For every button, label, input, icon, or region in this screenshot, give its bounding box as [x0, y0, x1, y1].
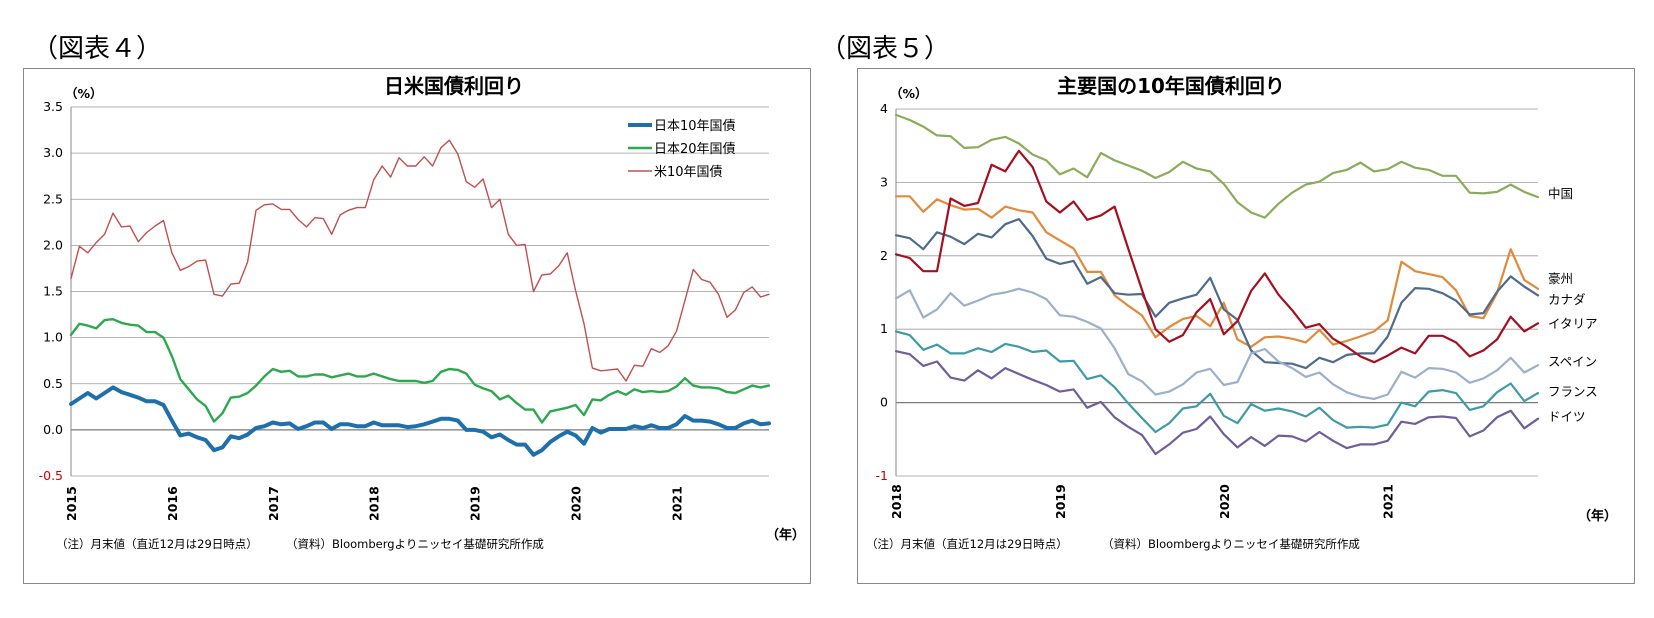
y-tick-label: 3.0	[43, 145, 63, 160]
chart-frame-major-countries: 4 3 2 1 0 -1 2018 2019 2020 2021 主要国の10年国債利回り （%） （年…	[857, 68, 1635, 584]
figure-5-label: （図表５）	[820, 34, 951, 64]
y-tick-label: 2.5	[43, 191, 63, 206]
series-line	[894, 195, 1540, 348]
x-tick-label: 2021	[669, 486, 684, 521]
series-end-label: 中国	[1548, 186, 1573, 201]
series-end-label: 豪州	[1548, 271, 1573, 286]
chart-frame-japan-us: 3.5 3.0 2.5 2.0 1.5 1.0 0.5 0.0 -0.5 2015 2016 2017…	[23, 68, 811, 584]
series-line	[69, 385, 771, 457]
legend-label: 米10年国債	[654, 165, 723, 180]
x-tick-label: 2016	[165, 486, 180, 521]
y-axis-unit: （%）	[65, 86, 103, 101]
y-tick-label: 2.0	[43, 237, 63, 252]
legend-label: 日本10年国債	[654, 119, 736, 134]
x-tick-label: 2017	[266, 486, 281, 521]
y-tick-label: 0.5	[43, 376, 63, 391]
legend-label: 日本20年国債	[654, 142, 736, 157]
chart-source: （資料）Bloombergよりニッセイ基礎研究所作成	[286, 537, 544, 551]
y-tick-label: 0.0	[43, 422, 63, 437]
chart-title: 主要国の10年国債利回り	[1057, 74, 1285, 98]
series-line	[894, 287, 1540, 400]
series-line	[894, 113, 1540, 219]
x-tick-label: 2020	[1217, 484, 1232, 519]
figure-4-label: （図表４）	[32, 34, 163, 64]
y-tick-label: 1.0	[43, 330, 63, 345]
y-tick-label: 2	[880, 248, 888, 263]
series-line	[894, 218, 1540, 370]
x-tick-label: 2020	[569, 486, 584, 521]
chart-source: （資料）Bloombergよりニッセイ基礎研究所作成	[1102, 537, 1360, 551]
series-end-label: イタリア	[1548, 316, 1598, 331]
y-tick-label: 4	[880, 101, 888, 116]
series-end-label: フランス	[1548, 384, 1598, 399]
y-tick-label: -1	[876, 468, 888, 483]
x-tick-label: 2019	[1053, 484, 1068, 519]
y-tick-label: 0	[880, 395, 888, 410]
x-tick-label: 2019	[468, 486, 483, 521]
x-tick-label: 2021	[1381, 484, 1396, 519]
x-tick-label: 2015	[64, 486, 79, 521]
y-tick-label: 3	[880, 174, 888, 189]
y-tick-label: 1	[880, 321, 888, 336]
series-end-label: カナダ	[1548, 292, 1586, 307]
series-line	[894, 350, 1540, 456]
series-line	[69, 317, 771, 424]
chart-title: 日米国債利回り	[384, 74, 524, 98]
series-end-label: ドイツ	[1548, 409, 1586, 424]
y-tick-label: 3.5	[43, 99, 63, 114]
y-tick-label: -0.5	[39, 468, 63, 483]
series-line	[70, 139, 770, 382]
series-line	[894, 330, 1540, 434]
series-end-label: スペイン	[1548, 354, 1597, 369]
x-tick-label: 2018	[367, 486, 382, 521]
y-tick-label: 1.5	[43, 284, 63, 299]
x-axis-unit: （年）	[766, 527, 805, 543]
series-line	[894, 149, 1540, 364]
x-axis-unit: （年）	[1578, 508, 1617, 524]
chart-note: （注）月末値（直近12月は29日時点）	[56, 537, 258, 551]
x-tick-label: 2018	[889, 484, 904, 519]
y-axis-unit: （%）	[890, 86, 928, 101]
chart-note: （注）月末値（直近12月は29日時点）	[866, 537, 1068, 551]
